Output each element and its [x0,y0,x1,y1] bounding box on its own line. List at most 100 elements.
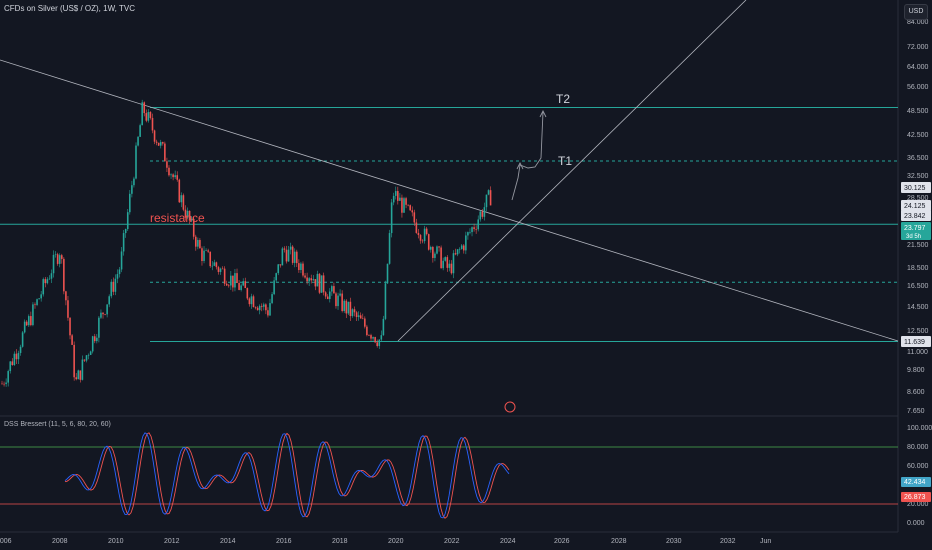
time-tick: 2032 [720,538,736,545]
candle-body [32,304,34,326]
candle-body [194,236,197,247]
candle-body [267,310,269,316]
candle-body [58,255,61,264]
candle-body [450,263,453,274]
dss-series-red [64,432,510,519]
candle-body [108,296,110,305]
candle-body [73,344,75,378]
candle-body [166,161,168,168]
candle-body [320,275,323,293]
candle-body [425,228,428,235]
candle-body [287,249,290,262]
candle-body [452,253,455,274]
candle-body [326,296,329,300]
price-tick: 72.000 [907,44,929,51]
candle-body [153,130,156,142]
candle-body [376,342,378,346]
candle-body [296,251,298,264]
price-tick: 8.600 [907,389,925,396]
candle-body [227,285,230,287]
candle-body [199,240,201,249]
candle-body [399,197,401,201]
candle-body [419,235,422,241]
candle-body [263,304,265,307]
candle-body [21,332,24,347]
candle-body [52,254,55,274]
t2-label: T2 [556,92,570,106]
dss-series-blue [64,432,510,519]
candle-body [349,301,352,317]
candle-body [155,141,158,143]
candle-body [75,377,78,380]
candle-body [19,346,22,353]
candle-body [182,195,185,210]
candle-body [192,218,195,237]
candle-body [48,278,51,280]
candle-body [355,312,358,318]
time-tick: 2026 [554,538,570,545]
candle-body [386,263,389,284]
candle-body [300,263,302,271]
candle-body [124,229,127,234]
dss-label-red-bg [901,492,931,502]
price-tick: 16.500 [907,283,929,290]
candle-body [17,352,20,360]
currency-button[interactable]: USD [904,4,928,20]
candle-body [465,235,467,251]
candle-body [331,286,333,292]
candle-body [380,335,383,340]
candle-body [91,336,94,352]
candle-body [164,143,166,162]
candle-body [436,246,438,254]
candle-body [328,291,331,300]
candle-body [15,353,18,360]
candle-body [145,113,148,121]
candle-body [368,335,370,336]
time-tick: 2018 [332,538,348,545]
price-tick: 21.500 [907,242,929,249]
candle-body [98,317,100,338]
candle-body [85,355,88,361]
candle-body [415,222,418,233]
candle-body [335,293,337,307]
candle-body [409,205,411,211]
candle-body [442,260,444,269]
candle-body [126,212,129,230]
candle-body [322,275,325,293]
price-tick: 48.500 [907,108,929,115]
candle-body [444,257,447,261]
candle-body [207,250,209,252]
candle-body [289,246,292,250]
candle-body [120,251,123,270]
candle-body [188,210,191,221]
candle-body [487,190,490,195]
candle-body [151,117,154,131]
candle-body [298,263,300,271]
descending-trendline [0,59,899,342]
candle-body [93,336,96,342]
candle-body [67,300,69,318]
candle-body [411,210,414,213]
candle-body [114,278,117,292]
candle-body [378,339,381,346]
price-label-23-8-bg [901,210,931,221]
candle-body [147,112,150,121]
candle-body [162,142,164,144]
candle-body [462,245,465,251]
t1-label: T1 [558,154,572,168]
price-tick: 28.500 [907,195,929,202]
candle-body [244,281,247,289]
candle-body [357,315,360,318]
candle-body [209,251,212,267]
candle-body [423,228,426,242]
candle-body [440,247,442,269]
price-tick: 14.500 [907,304,929,311]
candle-body [374,337,376,343]
time-tick: 2020 [388,538,404,545]
candle-body [186,210,189,218]
candle-body [213,262,216,266]
candle-body [351,309,354,317]
candle-body [221,268,224,270]
candle-body [197,240,199,247]
